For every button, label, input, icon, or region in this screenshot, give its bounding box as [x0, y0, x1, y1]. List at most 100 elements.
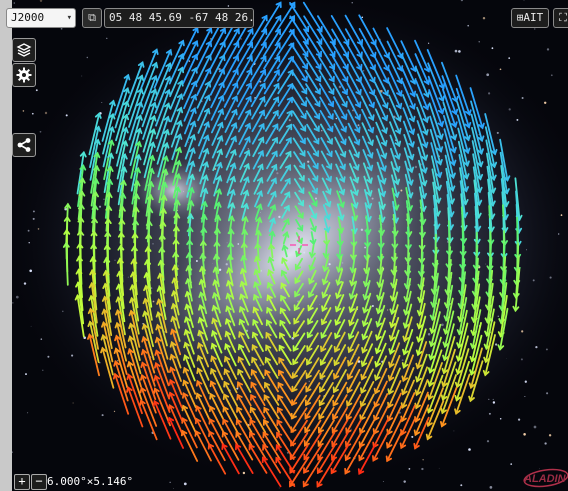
star — [225, 263, 228, 266]
velocity-arrow — [251, 356, 265, 380]
velocity-arrow — [416, 120, 429, 149]
star — [488, 412, 491, 415]
velocity-arrow — [482, 334, 496, 377]
velocity-arrow — [225, 279, 235, 300]
star — [544, 442, 547, 445]
star — [259, 364, 262, 367]
velocity-arrow — [307, 294, 318, 312]
velocity-arrow — [279, 307, 291, 325]
settings-button[interactable] — [12, 63, 36, 87]
zoom-out-button[interactable]: − — [31, 474, 47, 490]
star — [508, 57, 511, 59]
velocity-arrow — [115, 283, 126, 323]
velocity-arrow — [290, 407, 308, 434]
velocity-arrow — [344, 443, 363, 475]
star — [169, 481, 171, 483]
velocity-arrow — [209, 380, 225, 408]
velocity-arrow — [251, 109, 266, 133]
velocity-arrow — [292, 332, 306, 352]
velocity-arrow — [346, 368, 361, 394]
velocity-arrow — [385, 430, 403, 463]
velocity-arrow — [322, 190, 332, 208]
velocity-arrow — [154, 336, 170, 373]
velocity-arrow — [172, 172, 182, 199]
copy-button[interactable]: ⧉ — [82, 8, 102, 28]
share-button[interactable] — [12, 133, 36, 157]
velocity-arrow — [390, 174, 400, 199]
star — [27, 412, 29, 414]
projection-button[interactable]: ⊞AIT — [511, 8, 549, 28]
velocity-arrow — [236, 68, 253, 95]
velocity-arrow — [359, 368, 374, 395]
velocity-arrow — [470, 100, 485, 143]
star — [411, 435, 414, 438]
velocity-arrow — [168, 52, 185, 85]
velocity-arrow — [308, 191, 318, 208]
velocity-arrow — [414, 53, 431, 86]
velocity-arrow — [361, 305, 372, 328]
velocity-arrow — [227, 188, 236, 209]
velocity-arrow — [198, 278, 207, 301]
velocity-arrow — [332, 381, 348, 407]
velocity-arrow — [128, 322, 141, 362]
fullscreen-button[interactable]: ⛶ — [553, 8, 568, 28]
velocity-arrow — [102, 126, 115, 168]
star — [441, 323, 444, 327]
velocity-arrow — [143, 141, 156, 179]
star — [405, 342, 406, 344]
coordinates-input[interactable]: 05 48 45.69 -67 48 26.7 — [104, 8, 254, 28]
zoom-in-button[interactable]: + — [14, 474, 30, 490]
velocity-arrow — [240, 241, 248, 260]
velocity-arrow — [416, 302, 426, 330]
star — [486, 440, 490, 443]
star — [387, 309, 389, 311]
velocity-arrow — [250, 381, 266, 407]
star — [39, 0, 43, 3]
star — [364, 246, 366, 249]
velocity-arrow — [197, 94, 211, 122]
velocity-arrow — [512, 268, 521, 313]
velocity-arrow — [456, 309, 468, 349]
velocity-arrow — [346, 82, 362, 109]
star — [37, 228, 40, 230]
star — [81, 75, 83, 77]
velocity-arrow — [181, 417, 198, 449]
velocity-arrow — [362, 292, 372, 314]
velocity-arrow — [172, 251, 180, 277]
star — [242, 471, 246, 475]
velocity-arrow — [153, 387, 172, 427]
velocity-arrow — [100, 333, 114, 376]
velocity-arrow — [268, 217, 277, 233]
star — [86, 56, 89, 59]
velocity-arrow — [361, 122, 374, 147]
velocity-arrow — [249, 406, 267, 434]
layers-button[interactable] — [12, 38, 36, 62]
velocity-arrow — [321, 164, 333, 183]
velocity-arrow — [183, 80, 198, 110]
velocity-arrow — [375, 317, 386, 341]
star — [427, 42, 430, 44]
velocity-arrow — [362, 162, 373, 185]
star — [488, 92, 491, 95]
velocity-arrow — [347, 331, 360, 354]
star — [499, 68, 502, 71]
velocity-arrow — [441, 88, 458, 129]
frame-select[interactable]: J2000 ▾ — [6, 8, 76, 28]
velocity-arrow — [444, 141, 456, 180]
star — [31, 112, 34, 115]
velocity-arrow — [469, 334, 483, 376]
star — [458, 50, 461, 53]
velocity-arrow — [440, 374, 457, 415]
velocity-arrow — [333, 344, 347, 367]
velocity-arrow — [267, 256, 275, 272]
velocity-arrow — [184, 133, 197, 160]
velocity-arrow — [195, 404, 212, 435]
velocity-arrow — [236, 393, 253, 420]
velocity-arrow — [101, 321, 114, 363]
velocity-arrow — [115, 308, 127, 349]
velocity-arrow — [292, 124, 306, 145]
velocity-arrow — [290, 56, 308, 83]
velocity-arrow — [140, 48, 159, 90]
